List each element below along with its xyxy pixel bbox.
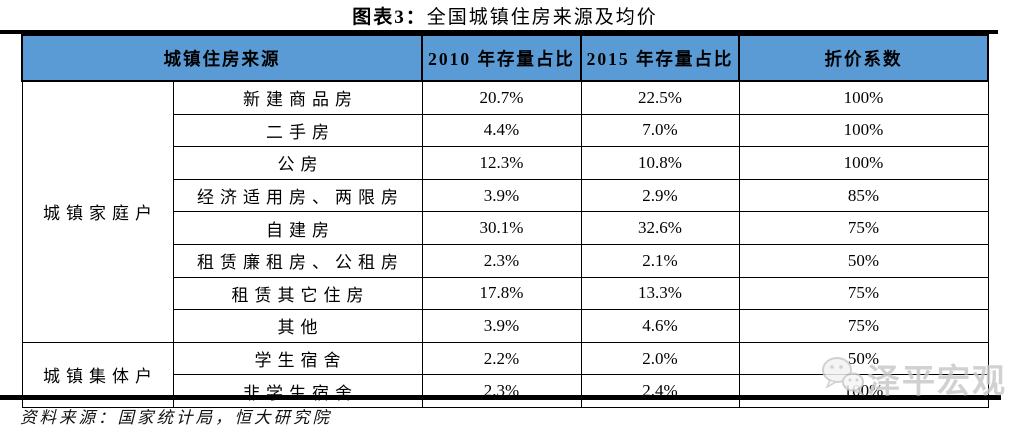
cell-type: 租赁廉租房、公租房	[172, 243, 423, 278]
cell-discount: 100%	[738, 146, 989, 180]
housing-source-table: 城镇住房来源 2010 年存量占比 2015 年存量占比 折价系数 城镇家庭户 …	[21, 34, 989, 408]
table-row: 其他 3.9% 4.6% 75%	[22, 309, 989, 343]
table-row: 租赁廉租房、公租房 2.3% 2.1% 50%	[22, 243, 989, 278]
cell-2015: 2.1%	[580, 243, 740, 278]
table-row: 城镇集体户 学生宿舍 2.2% 2.0% 50%	[21, 341, 989, 408]
cell-discount: 100%	[738, 80, 989, 115]
top-rule	[0, 30, 998, 34]
cell-type: 经济适用房、两限房	[172, 178, 423, 213]
cell-2010: 17.8%	[421, 276, 582, 311]
cell-discount: 50%	[738, 243, 989, 278]
cell-2010: 20.7%	[421, 80, 582, 115]
cell-2015: 10.8%	[580, 146, 740, 180]
table-row: 二手房 4.4% 7.0% 100%	[22, 113, 989, 148]
header-source: 城镇住房来源	[21, 34, 423, 82]
cell-2015: 2.9%	[580, 178, 740, 213]
cell-discount: 75%	[738, 211, 989, 245]
cell-2010: 3.9%	[421, 178, 582, 213]
cell-2010: 30.1%	[421, 211, 582, 245]
cell-2010: 2.3%	[421, 374, 582, 408]
cell-2015: 22.5%	[580, 80, 740, 115]
cell-type: 新建商品房	[172, 80, 423, 115]
cell-2015: 13.3%	[580, 276, 740, 311]
header-2015: 2015 年存量占比	[580, 34, 740, 82]
table-row: 城镇家庭户 新建商品房 20.7% 22.5% 100%	[21, 80, 989, 343]
figure-number: 图表3：	[352, 7, 427, 28]
source-note: 资料来源：国家统计局，恒大研究院	[20, 408, 332, 427]
cell-2010: 2.2%	[421, 341, 582, 376]
cell-discount: 100%	[738, 113, 989, 148]
cell-type: 非学生宿舍	[172, 374, 423, 408]
group-cell-family: 城镇家庭户	[21, 80, 174, 343]
cell-discount: 50%	[738, 341, 989, 376]
cell-discount: 100%	[738, 374, 989, 408]
cell-2015: 7.0%	[580, 113, 740, 148]
cell-discount: 75%	[738, 309, 989, 343]
header-discount: 折价系数	[738, 34, 989, 82]
cell-2015: 32.6%	[580, 211, 740, 245]
cell-type: 租赁其它住房	[172, 276, 423, 311]
cell-2010: 4.4%	[421, 113, 582, 148]
header-2010: 2010 年存量占比	[421, 34, 582, 82]
header-row: 城镇住房来源 2010 年存量占比 2015 年存量占比 折价系数	[21, 34, 989, 82]
bottom-rule	[0, 395, 1001, 400]
cell-2010: 2.3%	[421, 243, 582, 278]
cell-type: 其他	[172, 309, 423, 343]
table-row: 自建房 30.1% 32.6% 75%	[22, 211, 989, 245]
figure-title-text: 全国城镇住房来源及均价	[426, 7, 658, 28]
cell-discount: 85%	[738, 178, 989, 213]
cell-2015: 2.0%	[580, 341, 740, 376]
cell-discount: 75%	[738, 276, 989, 311]
cell-type: 学生宿舍	[172, 341, 423, 376]
cell-type: 自建房	[172, 211, 423, 245]
table-row: 公房 12.3% 10.8% 100%	[22, 146, 989, 180]
cell-type: 二手房	[172, 113, 423, 148]
figure-title: 图表3：全国城镇住房来源及均价	[0, 2, 1010, 29]
cell-2010: 12.3%	[421, 146, 582, 180]
cell-type: 公房	[172, 146, 423, 180]
cell-2010: 3.9%	[421, 309, 582, 343]
cell-2015: 2.4%	[580, 374, 740, 408]
cell-2015: 4.6%	[580, 309, 740, 343]
table-row: 租赁其它住房 17.8% 13.3% 75%	[22, 276, 989, 311]
